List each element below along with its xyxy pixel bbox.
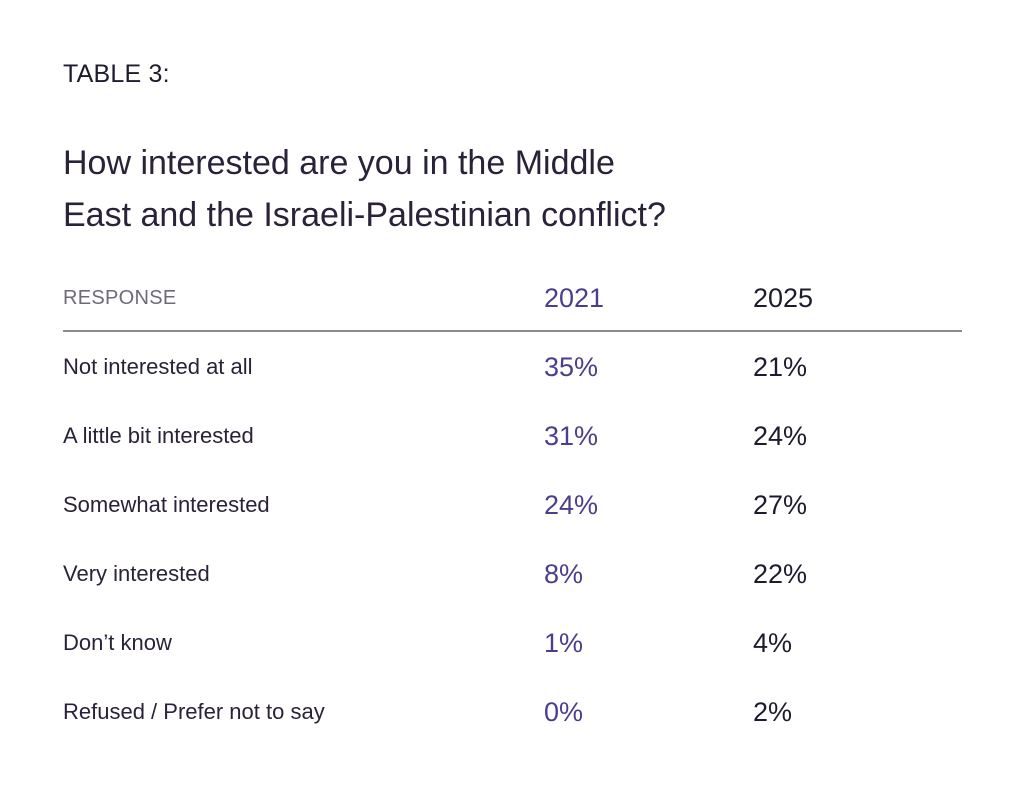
table-label: TABLE 3:: [63, 60, 170, 88]
table-row: A little bit interested 31% 24%: [0, 421, 1024, 461]
value-2025-cell: 24%: [753, 421, 808, 451]
response-cell: Don’t know: [63, 630, 172, 655]
table-title-line-1: How interested are you in the Middle: [63, 144, 615, 182]
value-2021-cell: 31%: [544, 421, 599, 451]
value-2021-cell: 0%: [544, 697, 584, 727]
response-cell: Very interested: [63, 561, 210, 586]
response-cell: Not interested at all: [63, 354, 253, 379]
table-title-line-2: East and the Israeli-Palestinian conflic…: [63, 196, 666, 234]
value-2025-cell: 27%: [753, 490, 808, 520]
header-divider: [63, 330, 962, 332]
column-header-2025: 2025: [753, 283, 814, 313]
value-2025-cell: 21%: [753, 352, 808, 382]
table-title: How interested are you in the Middle Eas…: [63, 137, 963, 241]
response-cell: Somewhat interested: [63, 492, 270, 517]
table-row: Very interested 8% 22%: [0, 559, 1024, 599]
value-2025-cell: 2%: [753, 697, 793, 727]
response-cell: A little bit interested: [63, 423, 254, 448]
value-2025-cell: 22%: [753, 559, 808, 589]
value-2021-cell: 24%: [544, 490, 599, 520]
table-row: Don’t know 1% 4%: [0, 628, 1024, 668]
table-row: Refused / Prefer not to say 0% 2%: [0, 697, 1024, 737]
value-2021-cell: 35%: [544, 352, 599, 382]
value-2021-cell: 1%: [544, 628, 584, 658]
column-header-response: RESPONSE: [63, 287, 177, 309]
value-2021-cell: 8%: [544, 559, 584, 589]
value-2025-cell: 4%: [753, 628, 793, 658]
column-header-2021: 2021: [544, 283, 605, 313]
table-row: Somewhat interested 24% 27%: [0, 490, 1024, 530]
table-row: Not interested at all 35% 21%: [0, 352, 1024, 392]
response-cell: Refused / Prefer not to say: [63, 699, 325, 724]
